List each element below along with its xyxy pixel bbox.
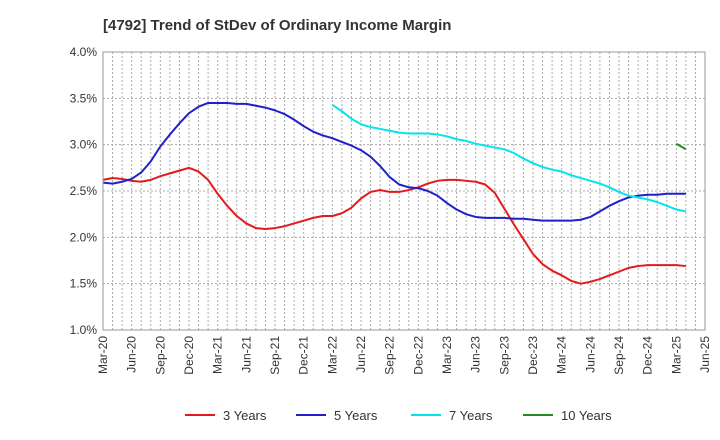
series-line-3-years xyxy=(102,166,686,285)
x-tick-label: Mar-25 xyxy=(669,336,683,374)
x-tick-label: Jun-21 xyxy=(239,336,253,373)
y-axis-ticks: 1.0% 1.5% 2.0% 2.5% 3.0% 3.5% 4.0% xyxy=(70,45,98,337)
series-lines xyxy=(102,101,687,285)
legend-label: 3 Years xyxy=(223,408,267,423)
x-tick-label: Mar-21 xyxy=(211,336,225,374)
legend-label: 7 Years xyxy=(449,408,493,423)
legend-label: 5 Years xyxy=(334,408,378,423)
x-tick-label: Mar-20 xyxy=(96,336,110,374)
y-tick-label: 2.0% xyxy=(70,230,98,244)
x-tick-label: Jun-23 xyxy=(469,336,483,373)
x-tick-label: Sep-24 xyxy=(612,336,626,375)
y-tick-label: 4.0% xyxy=(70,45,98,59)
series-line-10-years xyxy=(675,142,687,151)
x-tick-label: Dec-24 xyxy=(641,336,655,375)
x-tick-label: Mar-23 xyxy=(440,336,454,374)
y-tick-label: 1.5% xyxy=(70,277,98,291)
legend: 3 Years 5 Years 7 Years 10 Years xyxy=(185,408,612,423)
legend-label: 10 Years xyxy=(561,408,612,423)
x-tick-label: Sep-23 xyxy=(497,336,511,375)
x-tick-label: Sep-22 xyxy=(383,336,397,375)
x-tick-label: Jun-20 xyxy=(125,336,139,373)
x-tick-label: Jun-25 xyxy=(698,336,712,373)
plot-frame xyxy=(102,51,706,331)
y-tick-label: 1.0% xyxy=(70,323,98,337)
x-tick-label: Dec-22 xyxy=(411,336,425,375)
x-tick-label: Mar-24 xyxy=(555,336,569,374)
x-tick-label: Jun-22 xyxy=(354,336,368,373)
y-tick-label: 3.5% xyxy=(70,91,98,105)
chart-title: [4792] Trend of StDev of Ordinary Income… xyxy=(103,17,451,34)
x-tick-label: Dec-23 xyxy=(526,336,540,375)
x-axis-ticks: Mar-20 Jun-20 Sep-20 Dec-20 Mar-21 Jun-21 Sep-… xyxy=(96,336,712,375)
series-line-5-years xyxy=(102,101,686,222)
x-tick-label: Dec-20 xyxy=(182,336,196,375)
x-tick-label: Jun-24 xyxy=(583,336,597,373)
x-tick-label: Sep-21 xyxy=(268,336,282,375)
series-line-7-years xyxy=(331,103,687,213)
y-tick-label: 3.0% xyxy=(70,138,98,152)
y-tick-label: 2.5% xyxy=(70,184,98,198)
x-tick-label: Sep-20 xyxy=(153,336,167,375)
x-tick-label: Mar-22 xyxy=(325,336,339,374)
x-tick-label: Dec-21 xyxy=(297,336,311,375)
